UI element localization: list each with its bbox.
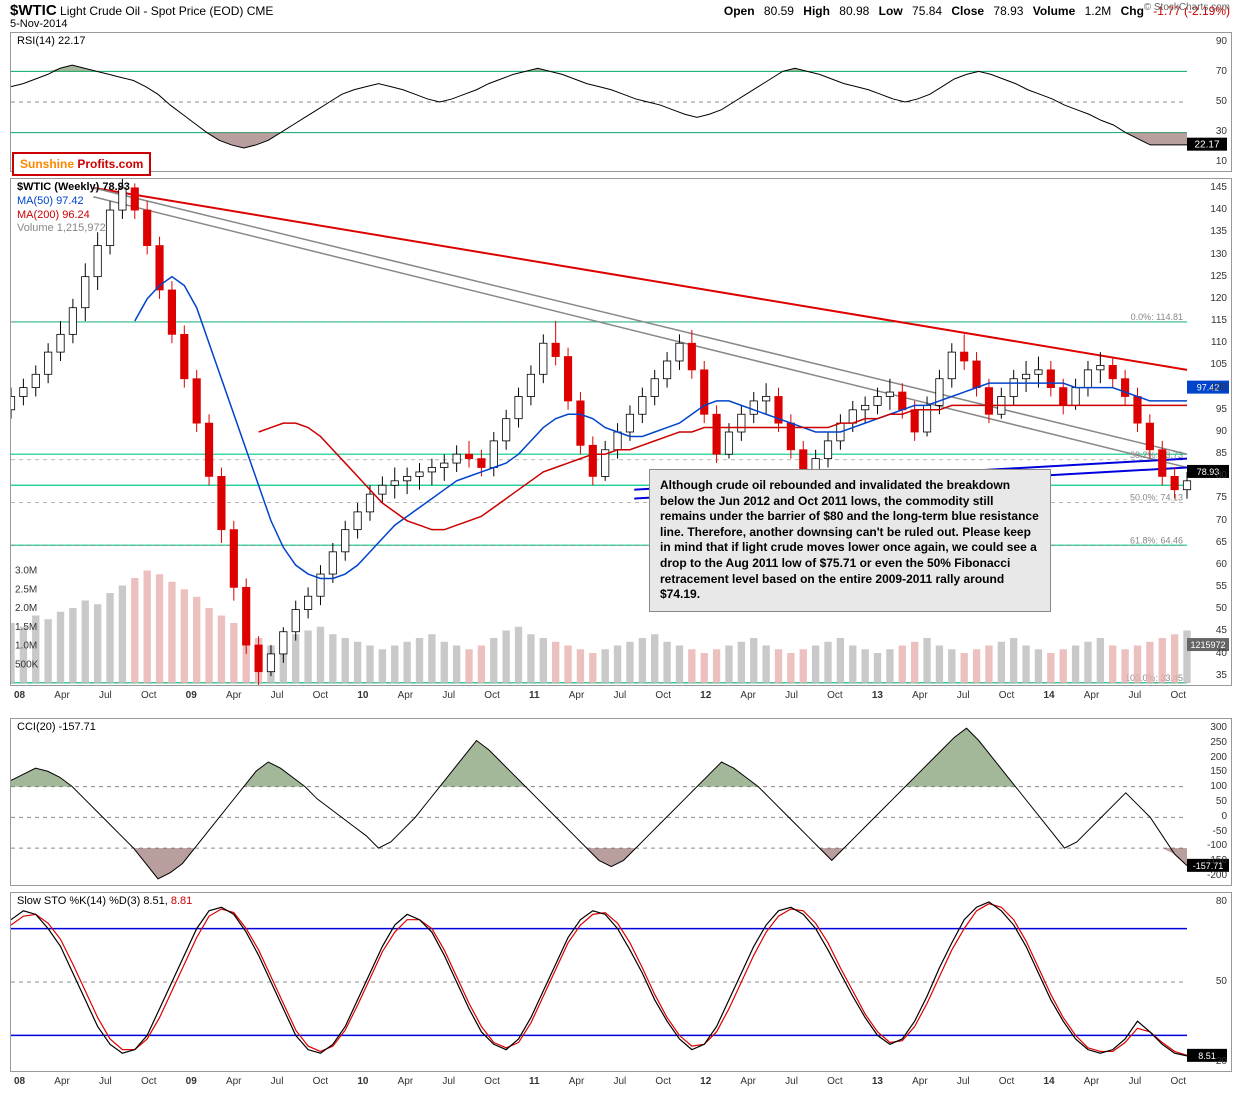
svg-text:1.5M: 1.5M xyxy=(15,622,37,633)
svg-text:2.5M: 2.5M xyxy=(15,584,37,595)
cci-panel: -157.71 CCI(20) -157.71 3002502001501005… xyxy=(10,718,1232,886)
svg-text:1.0M: 1.0M xyxy=(15,641,37,652)
annotation-box: Although crude oil rebounded and invalid… xyxy=(649,469,1051,612)
xaxis-indicators: 08AprJulOct09AprJulOct10AprJulOct11AprJu… xyxy=(10,1074,1190,1100)
svg-text:61.8%: 64.46: 61.8%: 64.46 xyxy=(1130,535,1183,545)
cci-label: CCI(20) -157.71 xyxy=(17,721,96,733)
rsi-label: RSI(14) 22.17 xyxy=(17,35,85,47)
price-panel: 0.0%: 114.8138.2%: 83.7350.0%: 74.1361.8… xyxy=(10,178,1232,686)
svg-text:2.0M: 2.0M xyxy=(15,603,37,614)
price-legend: $WTIC (Weekly) 78.93 MA(50) 97.42 MA(200… xyxy=(17,181,130,236)
chart-header: $WTIC Light Crude Oil - Spot Price (EOD)… xyxy=(10,2,1230,19)
svg-text:3.0M: 3.0M xyxy=(15,566,37,577)
sto-yaxis: 805020 xyxy=(1187,893,1229,1071)
cci-chart: -157.71 xyxy=(11,719,1231,885)
symbol place: Light Crude Oil - Spot Price (EOD) CME xyxy=(60,4,273,18)
xaxis-price: 08AprJulOct09AprJulOct10AprJulOct11AprJu… xyxy=(10,688,1190,714)
cci-yaxis: 300250200150100500-50-100-150-200 xyxy=(1187,719,1229,885)
rsi-panel: 22.17 RSI(14) 22.17 9070503010 xyxy=(10,32,1232,172)
chart-date: 5-Nov-2014 xyxy=(10,18,67,30)
source-credit: © StockCharts.com xyxy=(1144,2,1230,13)
watermark-logo: Sunshine Profits.com xyxy=(12,152,151,176)
rsi-chart: 22.17 xyxy=(11,33,1231,171)
sto-chart: 8.51 xyxy=(11,893,1231,1071)
rsi-yaxis: 9070503010 xyxy=(1187,33,1229,171)
sto-label: Slow STO %K(14) %D(3) 8.51, 8.81 xyxy=(17,895,192,907)
symbol: $WTIC xyxy=(10,2,57,19)
sto-panel: 8.51 Slow STO %K(14) %D(3) 8.51, 8.81 80… xyxy=(10,892,1232,1072)
svg-text:0.0%: 114.81: 0.0%: 114.81 xyxy=(1131,312,1183,322)
svg-text:500K: 500K xyxy=(15,659,39,670)
price-yaxis: 1451401351301251201151101051009590858075… xyxy=(1187,179,1229,685)
